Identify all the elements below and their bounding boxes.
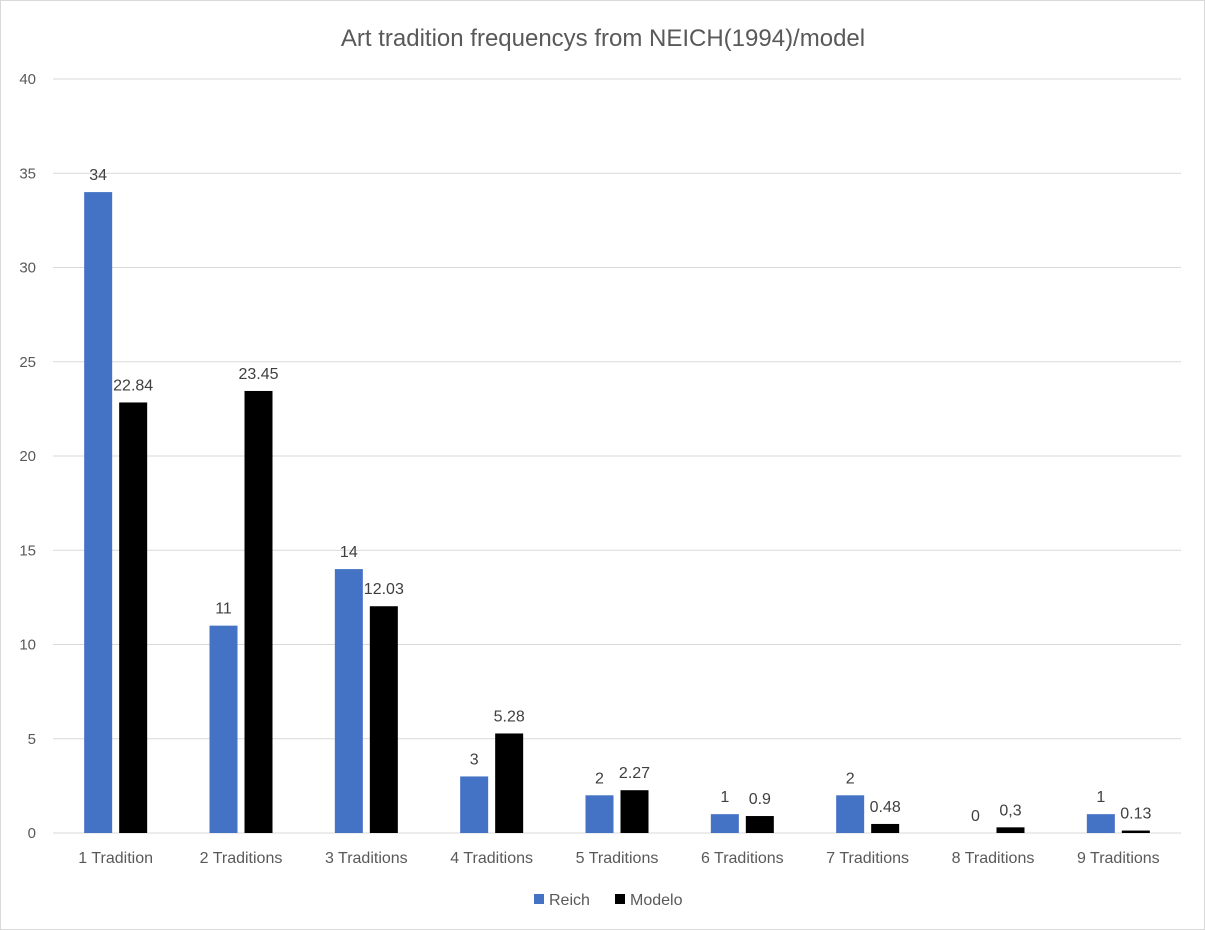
bar-reich (585, 795, 614, 833)
y-tick-label: 15 (19, 542, 36, 559)
y-tick-label: 10 (19, 637, 36, 654)
bar-reich (460, 776, 489, 833)
bar-modelo (119, 402, 148, 833)
data-label: 11 (215, 601, 232, 618)
y-tick-label: 20 (19, 448, 36, 465)
bar-reich (710, 814, 739, 833)
y-tick-label: 30 (19, 260, 36, 277)
data-label: 22.84 (113, 377, 153, 394)
data-label: 2 (846, 770, 855, 787)
data-label: 0.9 (749, 791, 771, 808)
bar-modelo (1121, 830, 1150, 833)
data-label: 2 (595, 770, 604, 787)
x-tick-label: 1 Tradition (78, 850, 153, 867)
legend: Reich Modelo (534, 892, 683, 909)
x-tick-label: 6 Traditions (701, 850, 784, 867)
data-label: 14 (340, 544, 358, 561)
bar-modelo (620, 790, 649, 833)
x-axis: 1 Tradition 2 Traditions 3 Traditions 4 Tra… (78, 850, 1159, 867)
data-label: 0 (971, 808, 980, 825)
y-tick-label: 25 (19, 354, 36, 371)
bar-modelo (369, 606, 398, 833)
bar-reich (334, 569, 363, 833)
x-tick-label: 4 Traditions (450, 850, 533, 867)
bar-reich (836, 795, 865, 833)
y-tick-label: 40 (19, 71, 36, 88)
legend-swatch (534, 894, 544, 904)
legend-swatch (615, 894, 625, 904)
data-label: 1 (1096, 789, 1105, 806)
gridlines (53, 78, 1181, 834)
legend-entry: Reich (549, 892, 590, 909)
x-tick-label: 5 Traditions (576, 850, 659, 867)
bar-modelo (871, 823, 900, 833)
x-tick-label: 8 Traditions (952, 850, 1035, 867)
data-label: 23.45 (238, 366, 278, 383)
x-tick-label: 2 Traditions (200, 850, 283, 867)
legend-entry: Modelo (630, 892, 683, 909)
data-label: 0.13 (1120, 806, 1151, 823)
y-tick-label: 0 (28, 825, 36, 842)
y-tick-label: 5 (28, 731, 36, 748)
y-axis: 0 5 10 15 20 25 30 35 40 (19, 71, 36, 842)
x-tick-label: 9 Traditions (1077, 850, 1160, 867)
chart-title: Art tradition frequencys from NEICH(1994… (341, 25, 865, 52)
data-label: 12.03 (364, 581, 404, 598)
bar-reich (84, 192, 113, 834)
data-label: 0,3 (999, 802, 1021, 819)
bar-modelo (996, 827, 1025, 833)
data-label: 3 (470, 751, 479, 768)
bar-reich (1086, 814, 1115, 833)
y-tick-label: 35 (19, 165, 36, 182)
data-labels: 34 11 14 3 2 1 2 0 1 22.84 23.45 12.03 5.28 2.27 0.9 0.… (89, 167, 1151, 825)
x-tick-label: 3 Traditions (325, 850, 408, 867)
bars (84, 192, 1150, 834)
bar-modelo (244, 390, 273, 833)
data-label: 5.28 (494, 708, 525, 725)
x-tick-label: 7 Traditions (826, 850, 909, 867)
data-label: 34 (89, 167, 107, 184)
bar-modelo (495, 733, 524, 833)
data-label: 0.48 (870, 799, 901, 816)
data-label: 2.27 (619, 765, 650, 782)
bar-modelo (745, 816, 774, 833)
bar-reich (209, 625, 238, 833)
data-label: 1 (720, 789, 729, 806)
